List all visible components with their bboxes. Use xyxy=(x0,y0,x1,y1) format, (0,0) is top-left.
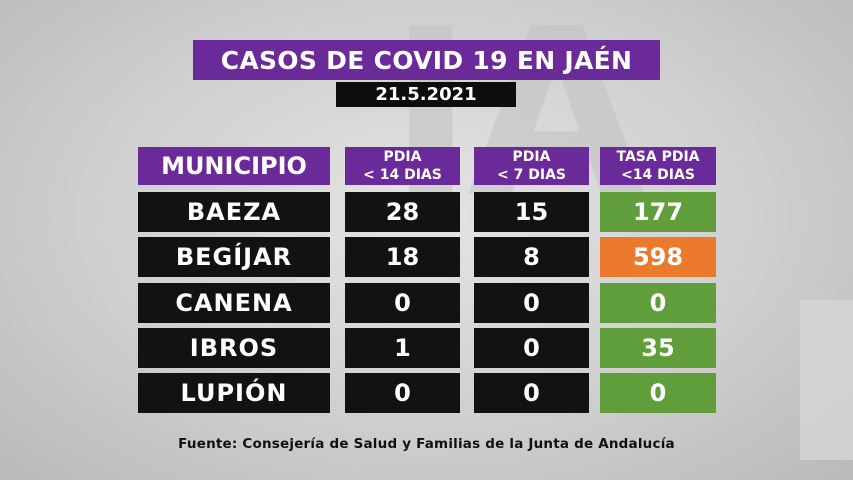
header-tasa-line2: <14 DIAS xyxy=(621,167,695,183)
row-pdia-7: 15 xyxy=(474,192,589,232)
row-pdia-14: 0 xyxy=(345,283,460,323)
row-pdia-14: 1 xyxy=(345,328,460,368)
header-tasa-line1: TASA PDIA xyxy=(616,149,700,165)
row-municipio: LUPIÓN xyxy=(138,373,330,413)
header-pdia-14-line1: PDIA xyxy=(383,149,422,165)
source-note: Fuente: Consejería de Salud y Familias d… xyxy=(178,436,675,452)
row-tasa: 35 xyxy=(600,328,716,368)
header-pdia-7-line1: PDIA xyxy=(512,149,551,165)
row-pdia-14: 28 xyxy=(345,192,460,232)
header-pdia-7-dias: PDIA < 7 DIAS xyxy=(474,147,589,185)
row-municipio: IBROS xyxy=(138,328,330,368)
row-tasa: 0 xyxy=(600,283,716,323)
header-pdia-14-dias: PDIA < 14 DIAS xyxy=(345,147,460,185)
row-municipio: BAEZA xyxy=(138,192,330,232)
header-pdia-14-line2: < 14 DIAS xyxy=(363,167,442,183)
row-pdia-14: 0 xyxy=(345,373,460,413)
header-tasa-pdia: TASA PDIA <14 DIAS xyxy=(600,147,716,185)
row-tasa: 177 xyxy=(600,192,716,232)
header-pdia-7-line2: < 7 DIAS xyxy=(497,167,566,183)
page-title: CASOS DE COVID 19 EN JAÉN xyxy=(193,40,660,80)
date-label: 21.5.2021 xyxy=(336,82,516,107)
row-pdia-14: 18 xyxy=(345,237,460,277)
row-pdia-7: 0 xyxy=(474,328,589,368)
row-pdia-7: 0 xyxy=(474,283,589,323)
header-municipio: MUNICIPIO xyxy=(138,147,330,185)
background-watermark: IA xyxy=(388,0,646,248)
row-pdia-7: 8 xyxy=(474,237,589,277)
background-shape xyxy=(800,300,853,460)
row-tasa: 0 xyxy=(600,373,716,413)
row-municipio: CANENA xyxy=(138,283,330,323)
row-tasa: 598 xyxy=(600,237,716,277)
row-municipio: BEGÍJAR xyxy=(138,237,330,277)
row-pdia-7: 0 xyxy=(474,373,589,413)
